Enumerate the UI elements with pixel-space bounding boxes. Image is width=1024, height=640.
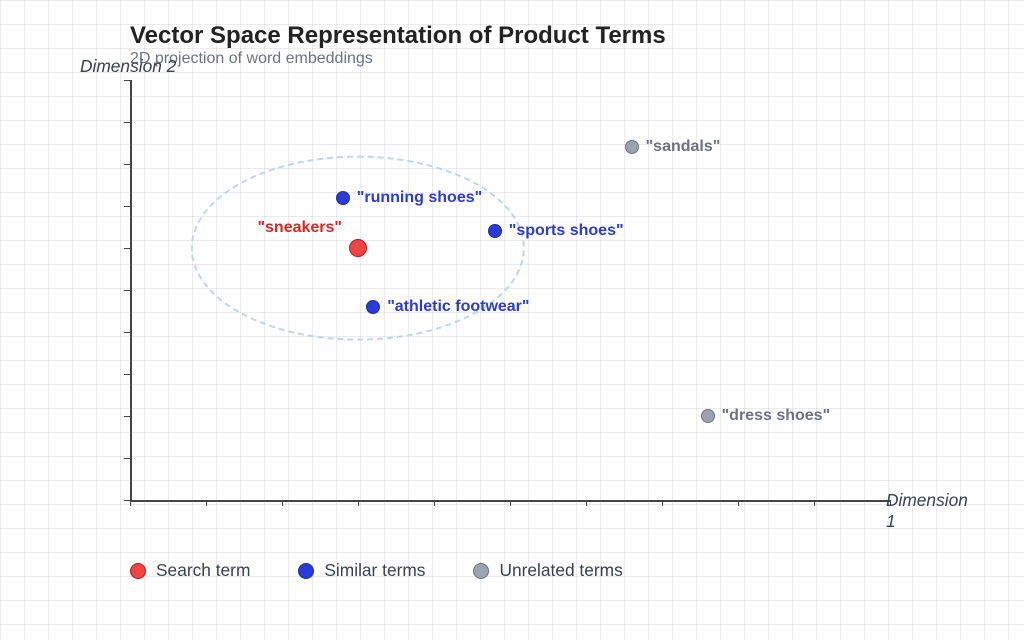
x-tick	[586, 500, 587, 506]
legend-text-similar: Similar terms	[324, 560, 425, 581]
x-tick	[282, 500, 283, 506]
y-axis	[130, 80, 132, 500]
y-tick	[124, 80, 130, 81]
x-tick	[130, 500, 131, 506]
x-tick	[738, 500, 739, 506]
point-label-sandals: "sandals"	[646, 138, 721, 156]
y-tick	[124, 206, 130, 207]
x-tick	[510, 500, 511, 506]
point-sports_shoes	[488, 224, 502, 238]
scatter-chart: Dimension 1 Dimension 2 "sneakers""runni…	[130, 80, 890, 500]
legend-text-unrelated: Unrelated terms	[499, 560, 622, 581]
legend-item-search_term: Search term	[130, 560, 250, 581]
y-tick	[124, 500, 130, 501]
legend-swatch-search_term	[130, 563, 146, 579]
x-axis-label: Dimension 1	[886, 490, 968, 532]
y-tick	[124, 332, 130, 333]
point-label-athletic_footwear: "athletic footwear"	[387, 298, 529, 316]
legend-item-unrelated: Unrelated terms	[473, 560, 622, 581]
x-tick	[358, 500, 359, 506]
legend-swatch-similar	[298, 563, 314, 579]
chart-title: Vector Space Representation of Product T…	[130, 22, 666, 50]
y-tick	[124, 122, 130, 123]
y-tick	[124, 416, 130, 417]
point-dress_shoes	[701, 409, 715, 423]
legend-item-similar: Similar terms	[298, 560, 425, 581]
y-tick	[124, 248, 130, 249]
point-athletic_footwear	[366, 300, 380, 314]
point-label-running_shoes: "running shoes"	[357, 189, 482, 207]
x-tick	[662, 500, 663, 506]
point-label-sports_shoes: "sports shoes"	[509, 222, 624, 240]
point-running_shoes	[336, 191, 350, 205]
point-label-sneakers: "sneakers"	[257, 219, 342, 237]
point-label-dress_shoes: "dress shoes"	[722, 407, 831, 425]
legend: Search term Similar terms Unrelated terms	[130, 560, 623, 581]
embedding-scatter-figure: Vector Space Representation of Product T…	[0, 0, 1024, 640]
y-axis-label: Dimension 2	[80, 56, 176, 77]
point-sandals	[625, 140, 639, 154]
legend-text-search_term: Search term	[156, 560, 250, 581]
y-tick	[124, 290, 130, 291]
y-tick	[124, 374, 130, 375]
legend-swatch-unrelated	[473, 563, 489, 579]
y-tick	[124, 458, 130, 459]
x-tick	[206, 500, 207, 506]
x-tick	[814, 500, 815, 506]
x-tick	[434, 500, 435, 506]
point-sneakers	[349, 239, 367, 257]
y-tick	[124, 164, 130, 165]
